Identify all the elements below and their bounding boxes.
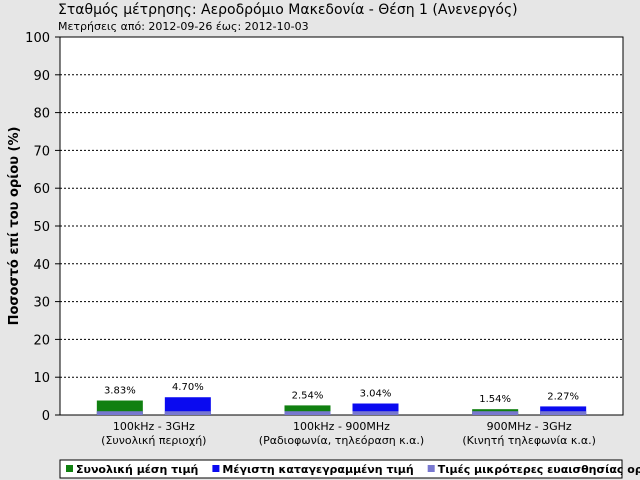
data-label: 2.54% [292, 390, 324, 401]
y-tick-label: 90 [33, 69, 50, 84]
chart-subtitle: Μετρήσεις από: 2012-09-26 έως: 2012-10-0… [58, 20, 309, 33]
legend-label: Συνολική μέση τιμή [76, 463, 198, 476]
sensitivity-bar [352, 411, 399, 415]
legend [59, 459, 623, 479]
bar [284, 405, 331, 415]
x-tick-label: 900MHz - 3GHz [487, 420, 572, 433]
bar [352, 403, 399, 415]
y-axis-label: Ποσοστό επί του ορίου (%) [7, 127, 22, 326]
data-label: 3.04% [360, 389, 392, 400]
x-tick-label: 100kHz - 3GHz [113, 420, 195, 433]
y-tick-label: 10 [33, 371, 50, 386]
data-label: 3.83% [104, 386, 136, 397]
legend-swatch [427, 465, 435, 472]
y-tick-label: 60 [33, 182, 50, 197]
y-tick-label: 50 [33, 220, 50, 235]
x-tick-label: (Ραδιοφωνία, τηλεόραση κ.α.) [259, 434, 424, 447]
data-label: 1.54% [479, 394, 511, 405]
y-tick-label: 30 [33, 296, 50, 311]
x-tick-label: (Συνολική περιοχή) [101, 434, 206, 447]
sensitivity-bar [472, 411, 519, 415]
y-tick-label: 80 [33, 107, 50, 122]
y-tick-label: 20 [33, 333, 50, 348]
data-label: 2.27% [547, 391, 579, 402]
legend-swatch [66, 465, 73, 472]
y-tick-label: 40 [33, 258, 50, 273]
y-tick-label: 70 [33, 144, 50, 159]
bar [540, 406, 587, 415]
sensitivity-bar [164, 411, 211, 415]
legend-label: Τιμές μικρότερες ευαισθησίας οργάνου [438, 463, 640, 476]
sensitivity-bar [540, 411, 587, 415]
x-tick-label: 100kHz - 900MHz [293, 420, 390, 433]
data-label: 4.70% [172, 382, 204, 393]
sensitivity-bar [284, 411, 331, 415]
y-tick-label: 0 [42, 409, 50, 424]
x-tick-label: (Κινητή τηλεφωνία κ.α.) [462, 434, 596, 447]
chart-title: Σταθμός μέτρησης: Αεροδρόμιο Μακεδονία -… [58, 2, 518, 18]
sensitivity-bar [96, 411, 143, 415]
legend-swatch [212, 465, 220, 472]
y-tick-label: 100 [25, 31, 50, 46]
legend-label: Μέγιστη καταγεγραμμένη τιμή [222, 463, 413, 476]
bar [164, 397, 211, 415]
